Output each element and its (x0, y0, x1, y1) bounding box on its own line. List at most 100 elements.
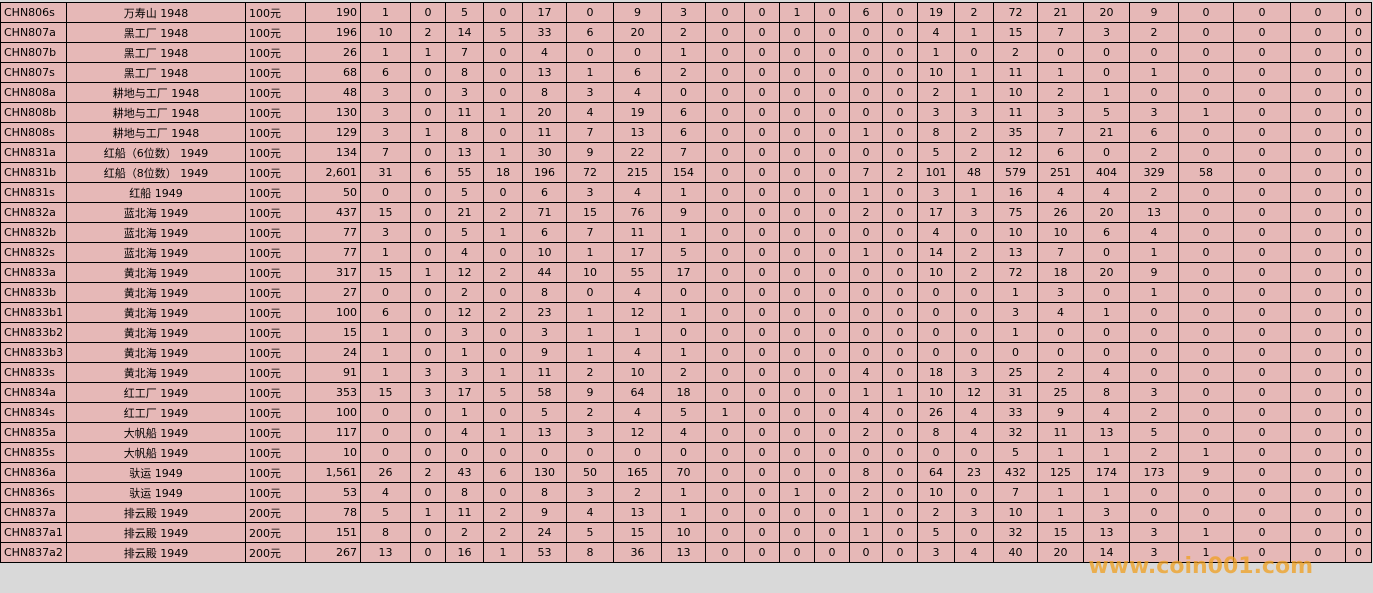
cell[interactable]: 40 (993, 542, 1038, 563)
cell[interactable]: 0 (1129, 82, 1179, 103)
cell[interactable]: 0 (483, 482, 523, 503)
cell[interactable]: 0 (779, 502, 815, 523)
cell[interactable]: 0 (360, 422, 411, 443)
cell[interactable]: 100元 (245, 222, 306, 243)
cell[interactable]: CHN837a2 (0, 542, 67, 563)
cell[interactable]: 17 (917, 202, 955, 223)
cell[interactable]: 1 (661, 342, 706, 363)
cell[interactable]: 0 (849, 542, 883, 563)
cell[interactable]: 1 (1083, 82, 1130, 103)
cell[interactable]: 0 (1233, 22, 1291, 43)
cell[interactable]: 5 (1083, 102, 1130, 123)
cell[interactable]: 1 (954, 62, 994, 83)
cell[interactable]: 0 (814, 362, 850, 383)
cell[interactable]: 437 (305, 202, 361, 223)
cell[interactable]: 0 (1290, 102, 1346, 123)
cell[interactable]: 3 (360, 82, 411, 103)
cell[interactable]: 0 (566, 2, 614, 23)
cell[interactable]: 8 (522, 482, 567, 503)
cell[interactable]: 8 (566, 542, 614, 563)
cell[interactable]: 0 (1083, 42, 1130, 63)
cell[interactable]: 33 (993, 402, 1038, 423)
cell[interactable]: 2 (410, 462, 446, 483)
cell[interactable]: 0 (1345, 162, 1372, 183)
cell[interactable]: 0 (1233, 262, 1291, 283)
cell[interactable]: 1 (661, 482, 706, 503)
cell[interactable]: 11 (445, 502, 484, 523)
cell[interactable]: 0 (779, 382, 815, 403)
cell[interactable]: 0 (705, 202, 745, 223)
cell[interactable]: 4 (445, 422, 484, 443)
cell[interactable]: 3 (360, 102, 411, 123)
cell[interactable]: 20 (1083, 202, 1130, 223)
cell[interactable]: 0 (705, 42, 745, 63)
cell[interactable]: 0 (1290, 82, 1346, 103)
cell[interactable]: 0 (849, 342, 883, 363)
cell[interactable]: 0 (882, 22, 918, 43)
cell[interactable]: 0 (410, 442, 446, 463)
cell[interactable]: 2 (483, 302, 523, 323)
cell[interactable]: 8 (445, 122, 484, 143)
cell[interactable]: 0 (814, 382, 850, 403)
cell[interactable]: 101 (917, 162, 955, 183)
cell[interactable]: 3 (954, 362, 994, 383)
cell[interactable]: 0 (1345, 402, 1372, 423)
cell[interactable]: 77 (305, 242, 361, 263)
cell[interactable]: 0 (814, 122, 850, 143)
cell[interactable]: 13 (613, 122, 662, 143)
cell[interactable]: 11 (993, 62, 1038, 83)
cell[interactable]: 0 (882, 402, 918, 423)
cell[interactable]: CHN833b (0, 282, 67, 303)
cell[interactable]: 4 (613, 342, 662, 363)
cell[interactable]: 7 (661, 142, 706, 163)
cell[interactable]: 0 (744, 382, 780, 403)
cell[interactable]: 0 (814, 222, 850, 243)
cell[interactable]: 12 (613, 422, 662, 443)
cell[interactable]: 0 (705, 382, 745, 403)
cell[interactable]: 0 (1178, 182, 1234, 203)
cell[interactable]: 125 (1037, 462, 1084, 483)
cell[interactable]: 10 (305, 442, 361, 463)
cell[interactable]: 12 (954, 382, 994, 403)
cell[interactable]: 0 (1178, 382, 1234, 403)
cell[interactable]: 11 (993, 102, 1038, 123)
cell[interactable]: 17 (613, 242, 662, 263)
cell[interactable]: 0 (954, 282, 994, 303)
cell[interactable]: 0 (779, 202, 815, 223)
cell[interactable]: CHN835s (0, 442, 67, 463)
cell[interactable]: 0 (1233, 362, 1291, 383)
cell[interactable]: 6 (522, 222, 567, 243)
cell[interactable]: 0 (410, 242, 446, 263)
cell[interactable]: 0 (744, 502, 780, 523)
cell[interactable]: 15 (613, 522, 662, 543)
cell[interactable]: 1 (483, 102, 523, 123)
cell[interactable]: 0 (1083, 142, 1130, 163)
cell[interactable]: 0 (882, 142, 918, 163)
cell[interactable]: 0 (410, 142, 446, 163)
cell[interactable]: 100元 (245, 342, 306, 363)
cell[interactable]: 黄北海 1949 (66, 342, 246, 363)
cell[interactable]: 200元 (245, 522, 306, 543)
cell[interactable]: 0 (882, 502, 918, 523)
cell[interactable]: 0 (882, 302, 918, 323)
cell[interactable]: 0 (882, 82, 918, 103)
cell[interactable]: 0 (1290, 262, 1346, 283)
cell[interactable]: 0 (849, 62, 883, 83)
cell[interactable]: 4 (1083, 402, 1130, 423)
cell[interactable]: 0 (445, 442, 484, 463)
cell[interactable]: 0 (1233, 302, 1291, 323)
cell[interactable]: 22 (613, 142, 662, 163)
cell[interactable]: 2 (483, 502, 523, 523)
cell[interactable]: 0 (1345, 422, 1372, 443)
cell[interactable]: 76 (613, 202, 662, 223)
cell[interactable]: 190 (305, 2, 361, 23)
cell[interactable]: 0 (705, 522, 745, 543)
cell[interactable]: 0 (1290, 482, 1346, 503)
cell[interactable]: 13 (613, 502, 662, 523)
cell[interactable]: 4 (613, 182, 662, 203)
cell[interactable]: 0 (1290, 422, 1346, 443)
cell[interactable]: 1 (410, 42, 446, 63)
cell[interactable]: 0 (814, 422, 850, 443)
cell[interactable]: 2 (954, 142, 994, 163)
cell[interactable]: 0 (1345, 322, 1372, 343)
